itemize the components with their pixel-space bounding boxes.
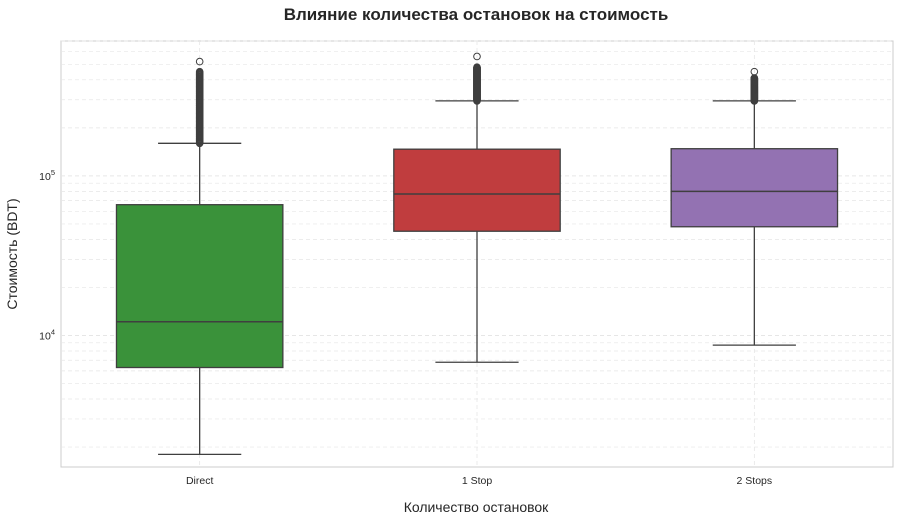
outlier-point — [473, 52, 481, 61]
y-tick-label: 104 — [39, 327, 55, 342]
box-1-stop — [393, 52, 561, 363]
outlier-point — [750, 67, 759, 76]
box-iqr — [393, 148, 561, 232]
outlier-point — [473, 63, 481, 71]
x-axis-label: Количество остановок — [404, 499, 549, 515]
box-direct — [115, 57, 284, 456]
y-ticks: 104 105 — [39, 168, 55, 343]
y-axis-label: Стоимость (BDT) — [4, 198, 20, 309]
x-tick-label: Direct — [186, 475, 214, 487]
chart-title: Влияние количества остановок на стоимост… — [284, 5, 669, 24]
box-series — [115, 52, 839, 456]
outlier-point — [195, 67, 204, 76]
y-tick-label: 105 — [39, 168, 55, 183]
box-iqr — [115, 204, 284, 369]
x-tick-label: 2 Stops — [737, 475, 773, 487]
box-2-stops — [670, 67, 839, 346]
x-ticks: Direct 1 Stop 2 Stops — [186, 475, 772, 487]
box-iqr — [670, 148, 839, 228]
x-tick-label: 1 Stop — [462, 475, 493, 487]
outlier-point — [195, 57, 204, 66]
